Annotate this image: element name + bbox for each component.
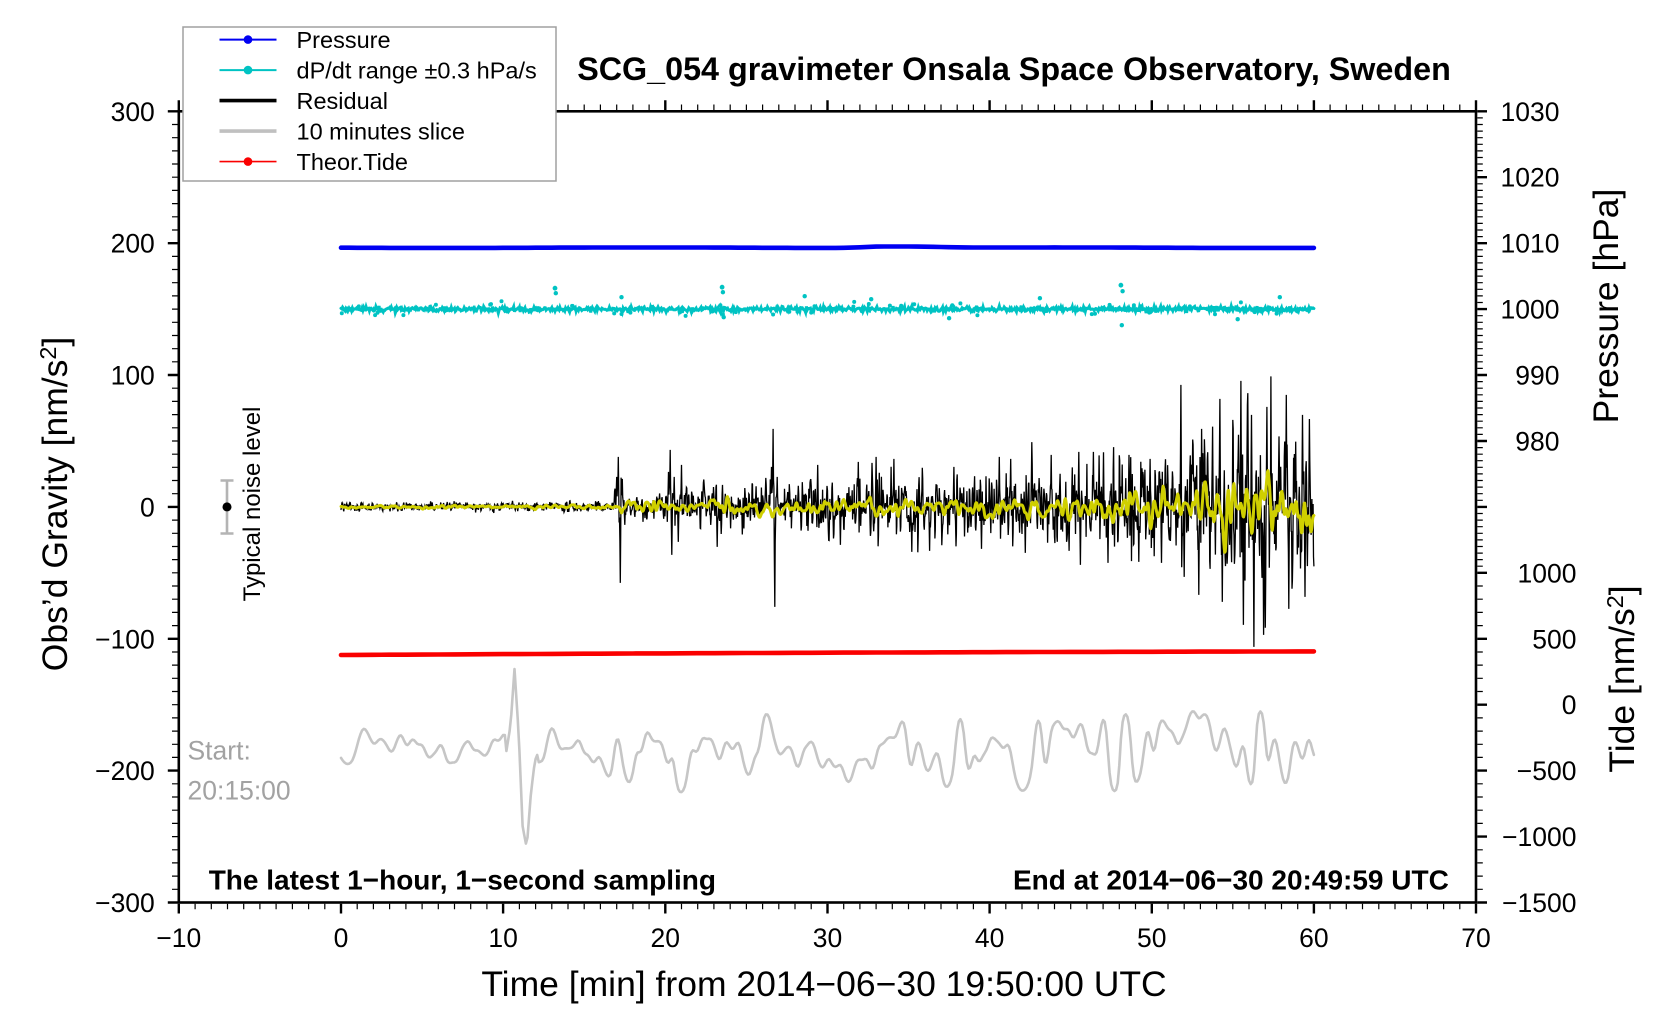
svg-text:10 minutes slice: 10 minutes slice: [297, 119, 466, 145]
svg-text:Residual: Residual: [297, 88, 388, 114]
svg-text:−100: −100: [95, 624, 155, 654]
svg-text:Obs’d Gravity [nm/s2]: Obs’d Gravity [nm/s2]: [35, 337, 75, 672]
svg-text:Theor.Tide: Theor.Tide: [297, 149, 408, 175]
svg-text:Start:: Start:: [188, 736, 251, 766]
svg-text:1010: 1010: [1501, 229, 1560, 259]
svg-text:990: 990: [1515, 361, 1559, 391]
svg-text:500: 500: [1532, 624, 1576, 654]
svg-text:Time [min] from 2014−06−30 19:: Time [min] from 2014−06−30 19:50:00 UTC: [481, 964, 1166, 1004]
svg-text:The latest 1−hour, 1−second sa: The latest 1−hour, 1−second sampling: [209, 865, 716, 896]
svg-text:−1500: −1500: [1502, 888, 1576, 918]
svg-text:1030: 1030: [1501, 97, 1560, 127]
svg-text:Tide [nm/s2]: Tide [nm/s2]: [1602, 585, 1642, 772]
svg-text:60: 60: [1299, 923, 1328, 953]
svg-text:70: 70: [1461, 923, 1490, 953]
svg-text:30: 30: [813, 923, 842, 953]
svg-text:0: 0: [1562, 690, 1577, 720]
svg-text:50: 50: [1137, 923, 1166, 953]
svg-text:−200: −200: [95, 756, 155, 786]
svg-text:20: 20: [651, 923, 680, 953]
svg-text:−1000: −1000: [1502, 822, 1576, 852]
svg-text:40: 40: [975, 923, 1004, 953]
svg-text:−300: −300: [95, 888, 155, 918]
svg-text:0: 0: [334, 923, 349, 953]
svg-text:300: 300: [111, 97, 155, 127]
svg-text:−500: −500: [1517, 756, 1577, 786]
svg-text:End at 2014−06−30 20:49:59 UTC: End at 2014−06−30 20:49:59 UTC: [1013, 865, 1449, 896]
svg-text:SCG_054 gravimeter Onsala Spac: SCG_054 gravimeter Onsala Space Observat…: [577, 51, 1451, 87]
svg-text:Pressure: Pressure: [297, 27, 391, 53]
svg-text:10: 10: [488, 923, 517, 953]
svg-text:100: 100: [111, 361, 155, 391]
svg-text:0: 0: [140, 492, 155, 522]
svg-text:1020: 1020: [1501, 163, 1560, 193]
svg-text:dP/dt range ±0.3 hPa/s: dP/dt range ±0.3 hPa/s: [297, 58, 537, 84]
svg-text:−10: −10: [156, 923, 201, 953]
svg-text:20:15:00: 20:15:00: [188, 776, 291, 806]
svg-text:980: 980: [1515, 427, 1559, 457]
svg-text:Pressure [hPa]: Pressure [hPa]: [1586, 189, 1626, 424]
svg-text:200: 200: [111, 229, 155, 259]
svg-text:1000: 1000: [1518, 558, 1577, 588]
svg-text:1000: 1000: [1501, 295, 1560, 325]
svg-text:Typical noise level: Typical noise level: [239, 407, 266, 602]
